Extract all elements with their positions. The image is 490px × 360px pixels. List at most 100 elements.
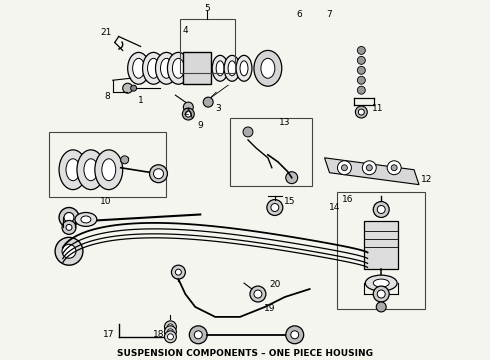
Circle shape [250,286,266,302]
Text: 10: 10 [100,197,112,206]
Circle shape [66,224,72,230]
Text: 17: 17 [103,330,115,339]
Circle shape [182,108,195,120]
Text: 11: 11 [371,104,383,113]
Circle shape [357,57,366,64]
Bar [183,53,211,84]
Circle shape [377,206,385,213]
Circle shape [165,321,176,333]
Circle shape [267,199,283,216]
Circle shape [338,161,351,175]
Text: 19: 19 [264,305,275,314]
Text: 15: 15 [284,197,295,206]
Circle shape [376,302,386,312]
Ellipse shape [77,150,105,190]
Circle shape [373,286,389,302]
Ellipse shape [236,55,252,81]
Text: SUSPENSION COMPONENTS – ONE PIECE HOUSING: SUSPENSION COMPONENTS – ONE PIECE HOUSIN… [117,349,373,358]
Text: 5: 5 [204,4,210,13]
Bar [49,132,167,197]
Circle shape [391,165,397,171]
Ellipse shape [81,216,91,223]
Ellipse shape [147,58,159,78]
Ellipse shape [75,212,97,226]
Circle shape [172,265,185,279]
Ellipse shape [66,159,80,181]
Circle shape [153,169,164,179]
Ellipse shape [228,61,236,76]
Bar [180,19,235,73]
Circle shape [64,212,74,222]
Circle shape [185,111,191,117]
Circle shape [131,85,137,91]
Ellipse shape [84,159,98,181]
Circle shape [203,97,213,107]
Circle shape [168,334,173,340]
Circle shape [371,234,387,250]
Text: 8: 8 [104,92,110,101]
Text: 20: 20 [269,280,280,289]
Ellipse shape [95,150,122,190]
Ellipse shape [224,55,240,81]
Bar [365,221,398,269]
Ellipse shape [133,58,145,78]
Circle shape [286,326,304,344]
Circle shape [55,237,83,265]
Bar [230,118,312,186]
Circle shape [357,46,366,54]
Circle shape [355,106,368,118]
Text: 4: 4 [183,26,188,35]
Circle shape [175,269,181,275]
Text: 21: 21 [100,28,112,37]
Ellipse shape [143,53,165,84]
Circle shape [373,202,389,217]
Circle shape [195,331,202,339]
Circle shape [59,207,79,228]
Ellipse shape [161,58,172,78]
Circle shape [168,324,173,330]
Ellipse shape [128,53,149,84]
Text: 9: 9 [197,121,203,130]
Text: 7: 7 [327,10,332,19]
Ellipse shape [172,58,184,78]
Circle shape [254,290,262,298]
Circle shape [377,290,385,298]
Text: 14: 14 [329,203,340,212]
Circle shape [387,161,401,175]
Ellipse shape [168,53,189,84]
Ellipse shape [366,275,397,291]
Circle shape [62,220,76,234]
Circle shape [149,165,168,183]
Ellipse shape [59,150,87,190]
Text: 6: 6 [297,10,302,19]
Circle shape [243,127,253,137]
Text: 1: 1 [138,96,144,105]
Circle shape [342,165,347,171]
Circle shape [189,326,207,344]
Circle shape [375,238,383,246]
Ellipse shape [261,58,275,78]
Text: 16: 16 [342,195,353,204]
Ellipse shape [254,50,282,86]
Circle shape [357,76,366,84]
Circle shape [357,86,366,94]
Circle shape [367,165,372,171]
Text: 12: 12 [421,175,433,184]
Circle shape [271,203,279,211]
Ellipse shape [102,159,116,181]
Ellipse shape [373,279,389,287]
Circle shape [358,109,365,115]
Circle shape [183,102,193,112]
Circle shape [165,326,176,338]
Bar [338,192,425,309]
Text: 18: 18 [153,330,164,339]
Text: 3: 3 [215,104,221,113]
Ellipse shape [216,61,224,76]
Circle shape [357,66,366,74]
Circle shape [122,83,133,93]
Circle shape [62,244,76,258]
Ellipse shape [240,61,248,76]
Circle shape [291,331,299,339]
Circle shape [121,156,129,164]
Circle shape [168,329,173,335]
